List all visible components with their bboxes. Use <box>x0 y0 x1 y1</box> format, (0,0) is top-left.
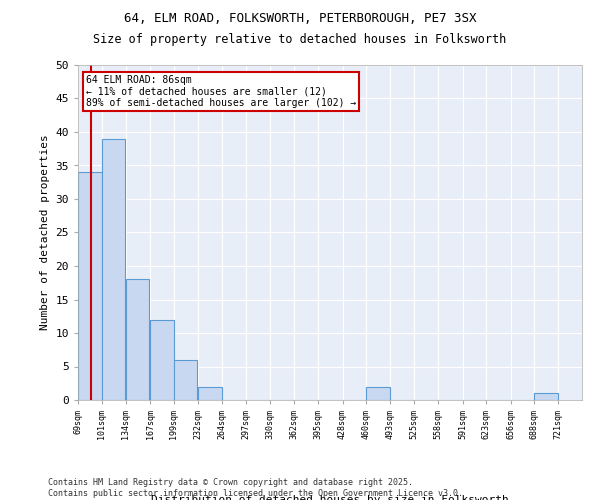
Text: 64 ELM ROAD: 86sqm
← 11% of detached houses are smaller (12)
89% of semi-detache: 64 ELM ROAD: 86sqm ← 11% of detached hou… <box>86 75 356 108</box>
Bar <box>126 280 149 400</box>
Bar <box>174 360 197 400</box>
Text: 64, ELM ROAD, FOLKSWORTH, PETERBOROUGH, PE7 3SX: 64, ELM ROAD, FOLKSWORTH, PETERBOROUGH, … <box>124 12 476 26</box>
Text: Contains HM Land Registry data © Crown copyright and database right 2025.
Contai: Contains HM Land Registry data © Crown c… <box>48 478 463 498</box>
Text: Size of property relative to detached houses in Folksworth: Size of property relative to detached ho… <box>94 32 506 46</box>
Bar <box>366 386 389 400</box>
Bar <box>150 320 174 400</box>
Y-axis label: Number of detached properties: Number of detached properties <box>40 134 50 330</box>
Bar <box>534 394 557 400</box>
Bar <box>78 172 101 400</box>
Bar <box>101 138 125 400</box>
X-axis label: Distribution of detached houses by size in Folksworth: Distribution of detached houses by size … <box>151 494 509 500</box>
Bar <box>198 386 221 400</box>
